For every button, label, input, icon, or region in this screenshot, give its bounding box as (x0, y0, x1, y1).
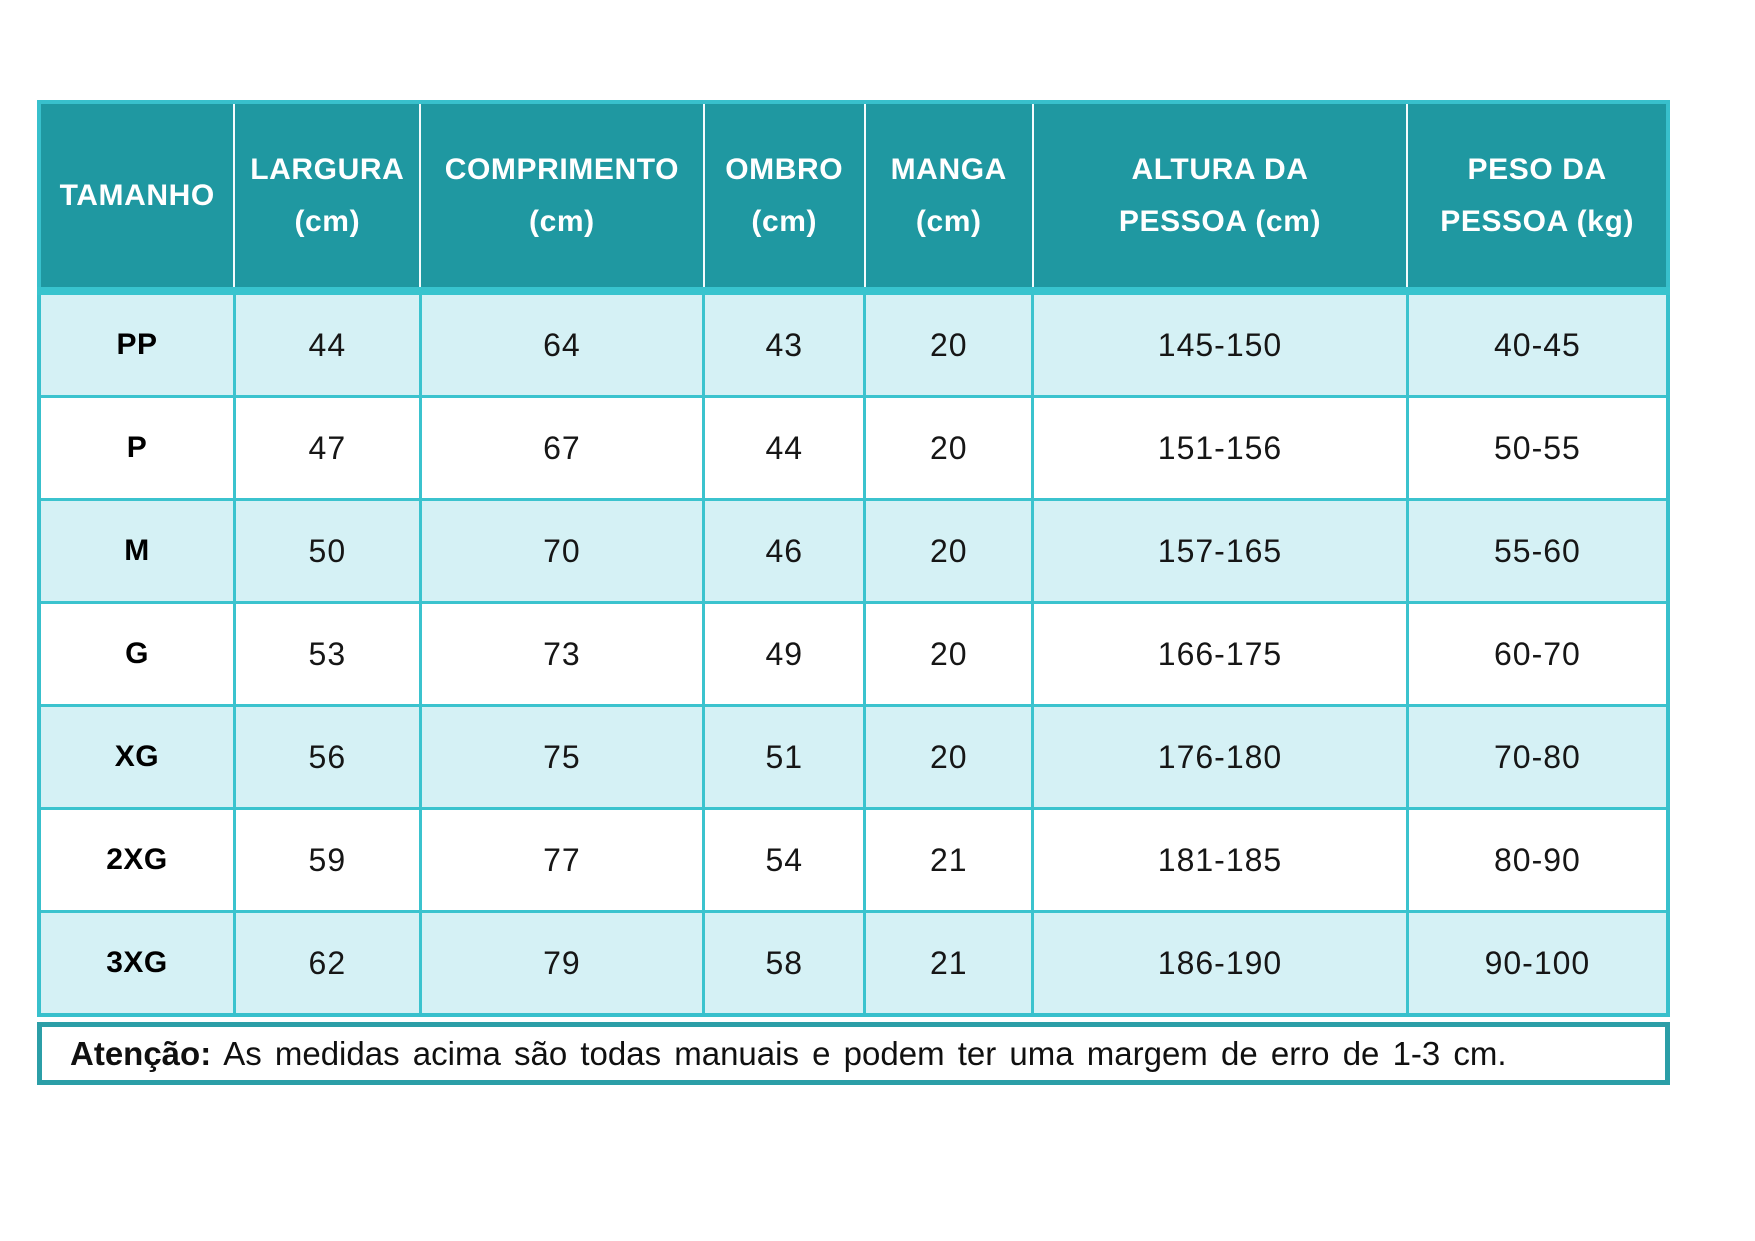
cell-manga: 20 (863, 704, 1035, 810)
header-label: MANGA (890, 152, 1007, 186)
cell-manga: 20 (863, 289, 1035, 398)
cell-altura: 166-175 (1031, 601, 1409, 707)
header-cell-manga: MANGA (cm) (863, 102, 1033, 295)
header-cell-ombro: OMBRO (cm) (702, 102, 865, 295)
header-label: PESO DA (1467, 152, 1607, 186)
cell-ombro: 51 (702, 704, 867, 810)
cell-largura: 53 (232, 601, 422, 707)
note-box: Atenção: As medidas acima são todas manu… (37, 1022, 1670, 1085)
cell-altura: 186-190 (1031, 910, 1409, 1017)
size-row-p: P 47 67 44 20 151-156 50-55 (37, 395, 1670, 501)
cell-ombro: 54 (702, 807, 867, 913)
cell-peso: 55-60 (1405, 498, 1670, 604)
cell-largura: 47 (232, 395, 422, 501)
cell-largura: 56 (232, 704, 422, 810)
cell-comprimento: 67 (418, 395, 706, 501)
cell-largura: 44 (232, 289, 422, 398)
header-label-sub: (cm) (294, 204, 361, 238)
cell-comprimento: 70 (418, 498, 706, 604)
note-text: As medidas acima são todas manuais e pod… (223, 1034, 1507, 1072)
cell-size: XG (37, 704, 236, 810)
cell-manga: 21 (863, 910, 1035, 1017)
cell-manga: 20 (863, 395, 1035, 501)
cell-comprimento: 75 (418, 704, 706, 810)
cell-largura: 62 (232, 910, 422, 1017)
note-label: Atenção: (70, 1034, 212, 1072)
cell-peso: 60-70 (1405, 601, 1670, 707)
cell-manga: 20 (863, 601, 1035, 707)
size-row-g: G 53 73 49 20 166-175 60-70 (37, 601, 1670, 707)
header-label-sub: (cm) (751, 204, 818, 238)
cell-ombro: 46 (702, 498, 867, 604)
header-label-sub: (cm) (529, 204, 595, 238)
cell-ombro: 49 (702, 601, 867, 707)
cell-comprimento: 73 (418, 601, 706, 707)
cell-altura: 151-156 (1031, 395, 1409, 501)
size-chart-table: TAMANHO LARGURA (cm) COMPRIMENTO (cm) OMBR… (37, 100, 1670, 1017)
header-label: OMBRO (725, 152, 844, 186)
size-row-3xg: 3XG 62 79 58 21 186-190 90-100 (37, 910, 1670, 1017)
size-row-pp: PP 44 64 43 20 145-150 40-45 (37, 289, 1670, 398)
cell-manga: 21 (863, 807, 1035, 913)
cell-size: 2XG (37, 807, 236, 913)
cell-altura: 145-150 (1031, 289, 1409, 398)
cell-peso: 70-80 (1405, 704, 1670, 810)
header-label-sub: (cm) (915, 204, 982, 238)
cell-ombro: 43 (702, 289, 867, 398)
header-cell-altura-pessoa: ALTURA DA PESSOA (cm) (1031, 102, 1408, 295)
size-row-2xg: 2XG 59 77 54 21 181-185 80-90 (37, 807, 1670, 913)
header-label-sub: PESSOA (cm) (1118, 204, 1322, 238)
cell-peso: 40-45 (1405, 289, 1670, 398)
cell-size: M (37, 498, 236, 604)
header-label: TAMANHO (59, 178, 215, 212)
cell-manga: 20 (863, 498, 1035, 604)
cell-peso: 50-55 (1405, 395, 1670, 501)
header-cell-tamanho: TAMANHO (39, 102, 235, 295)
cell-size: G (37, 601, 236, 707)
cell-ombro: 44 (702, 395, 867, 501)
cell-comprimento: 64 (418, 289, 706, 398)
cell-altura: 176-180 (1031, 704, 1409, 810)
size-row-xg: XG 56 75 51 20 176-180 70-80 (37, 704, 1670, 810)
header-label-sub: PESSOA (kg) (1440, 204, 1635, 238)
header-label: COMPRIMENTO (444, 152, 680, 186)
cell-largura: 50 (232, 498, 422, 604)
cell-size: P (37, 395, 236, 501)
header-row: TAMANHO LARGURA (cm) COMPRIMENTO (cm) OMBR… (39, 102, 1668, 295)
header-cell-comprimento: COMPRIMENTO (cm) (419, 102, 704, 295)
header-label: LARGURA (250, 152, 405, 186)
cell-peso: 90-100 (1405, 910, 1670, 1017)
cell-altura: 157-165 (1031, 498, 1409, 604)
cell-comprimento: 79 (418, 910, 706, 1017)
cell-size: PP (37, 289, 236, 398)
cell-comprimento: 77 (418, 807, 706, 913)
cell-altura: 181-185 (1031, 807, 1409, 913)
cell-peso: 80-90 (1405, 807, 1670, 913)
size-row-m: M 50 70 46 20 157-165 55-60 (37, 498, 1670, 604)
cell-largura: 59 (232, 807, 422, 913)
cell-ombro: 58 (702, 910, 867, 1017)
header-label: ALTURA DA (1131, 152, 1309, 186)
cell-size: 3XG (37, 910, 236, 1017)
header-cell-peso-pessoa: PESO DA PESSOA (kg) (1406, 102, 1668, 295)
header-cell-largura: LARGURA (cm) (233, 102, 421, 295)
